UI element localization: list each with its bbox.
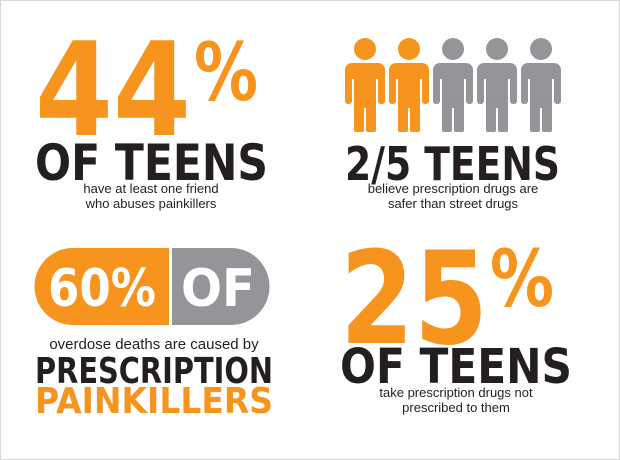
headline: 2/5 TEENS xyxy=(345,137,560,191)
pill-right xyxy=(172,248,270,325)
caption: overdose deaths are caused by xyxy=(49,336,259,353)
caption: believe prescription drugs are xyxy=(368,181,539,196)
headline: PAINKILLERS xyxy=(35,381,273,422)
stat: 25 xyxy=(340,225,488,374)
caption: safer than street drugs xyxy=(388,196,519,211)
pill-text: 60% xyxy=(48,259,156,319)
pill-left xyxy=(34,248,169,325)
caption: have at least one friend xyxy=(83,181,218,196)
headline: PRESCRIPTION xyxy=(35,351,273,392)
headline: OF TEENS xyxy=(35,134,268,192)
stat-unit: % xyxy=(490,235,554,325)
caption: who abuses painkillers xyxy=(85,196,217,211)
caption: take prescription drugs not xyxy=(379,385,533,400)
caption: prescribed to them xyxy=(402,400,510,415)
headline: OF TEENS xyxy=(340,339,572,395)
stat: 44 xyxy=(35,14,191,166)
stat-unit: % xyxy=(194,26,258,119)
pill-text: OF xyxy=(181,259,255,319)
